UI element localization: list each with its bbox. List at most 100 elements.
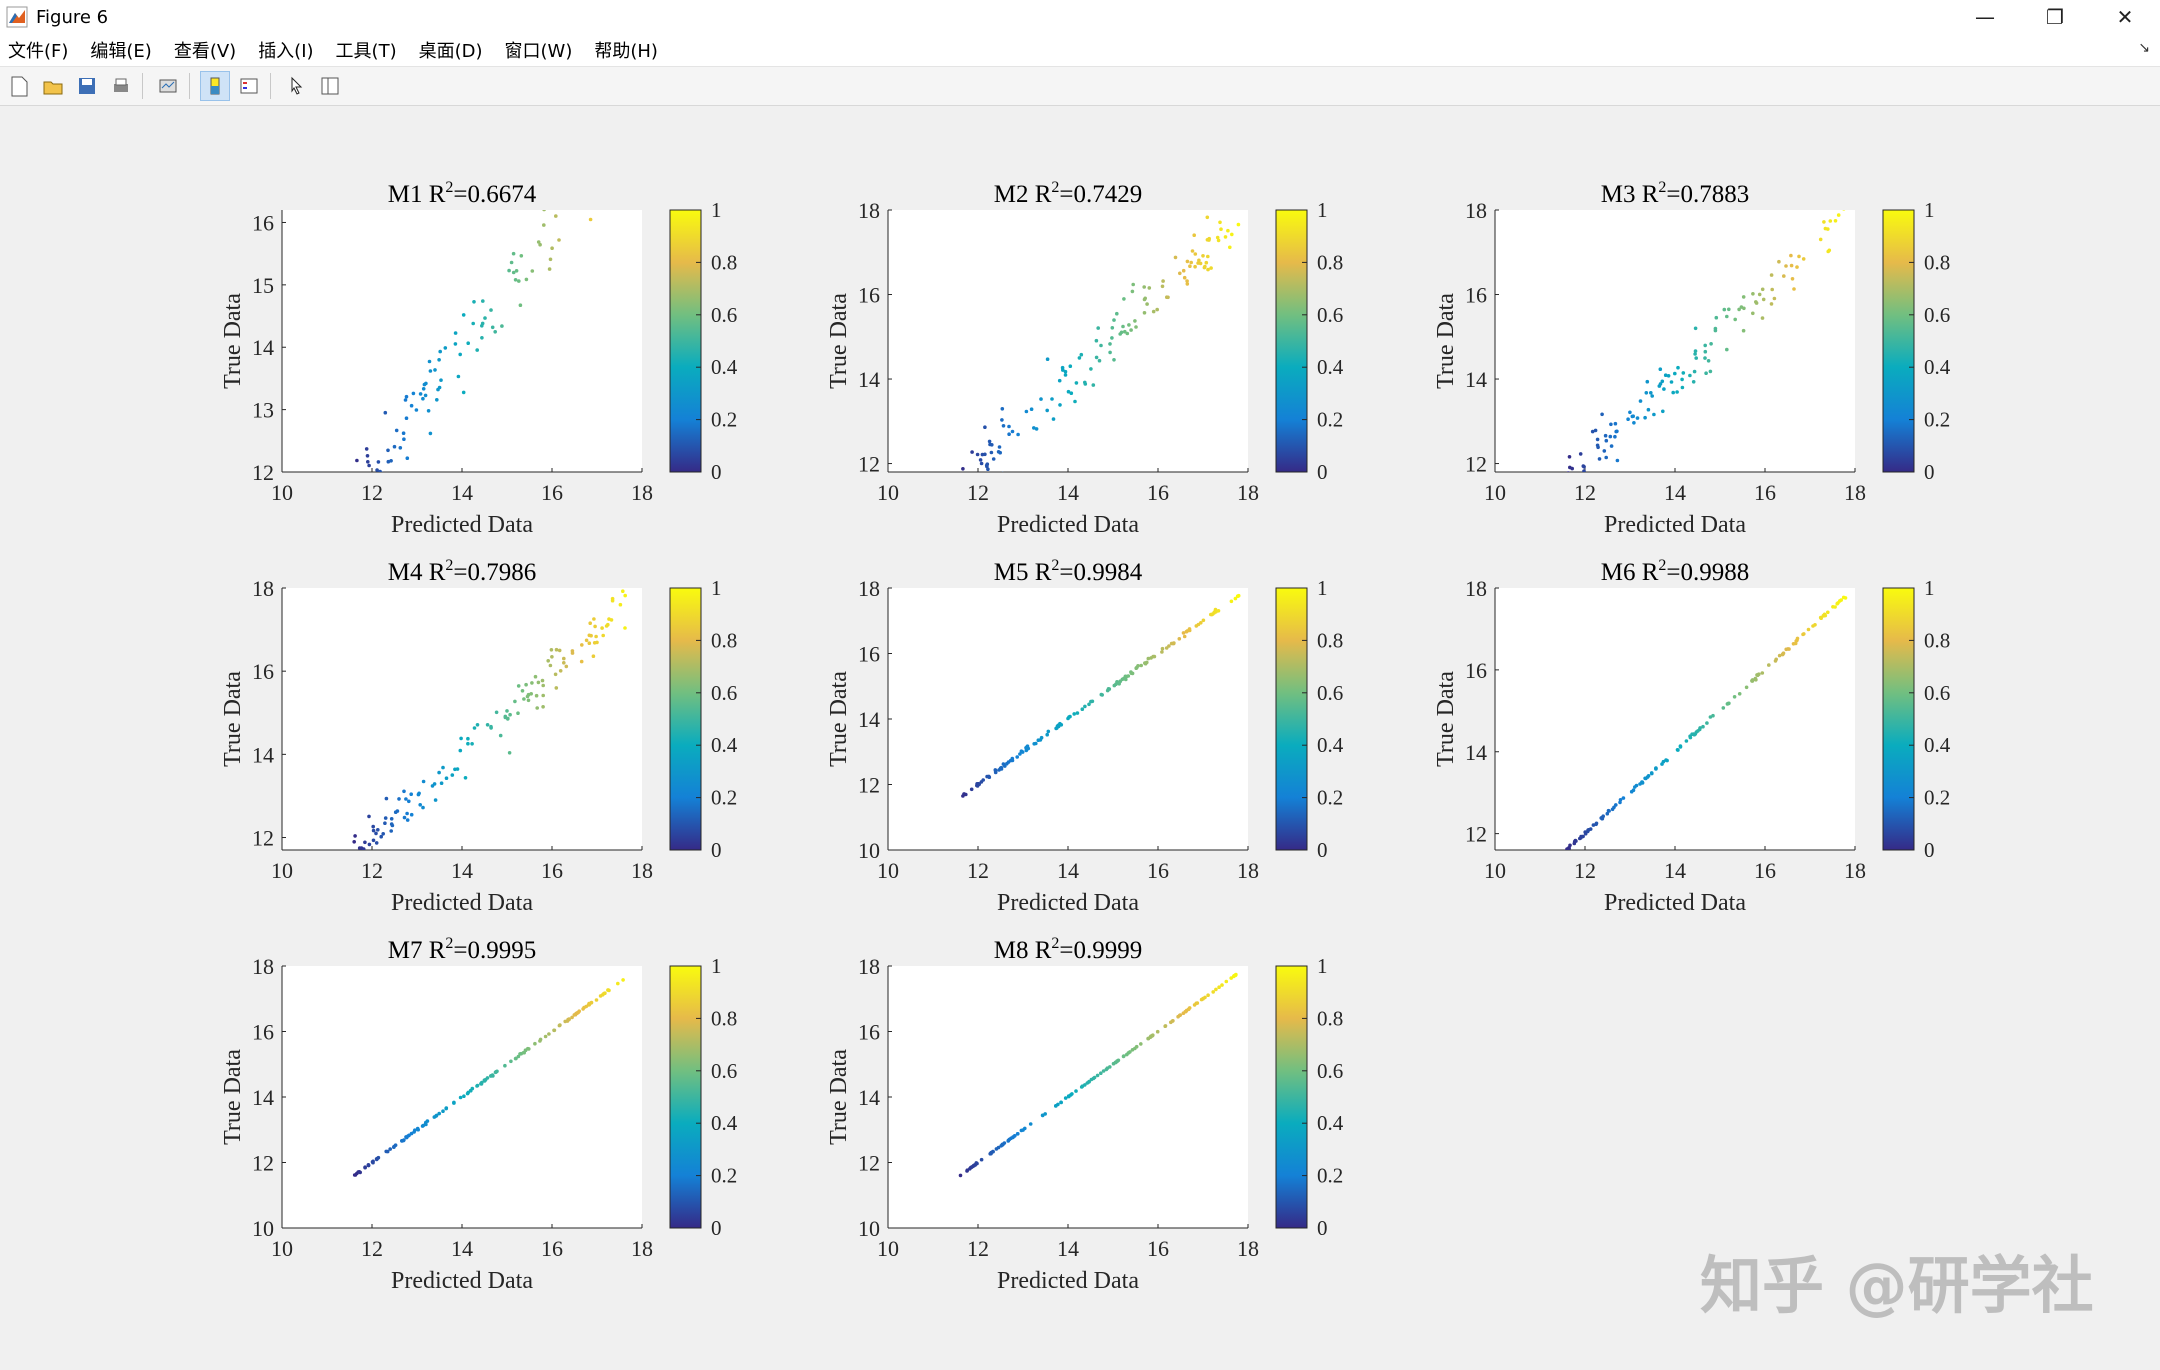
data-point	[1216, 238, 1221, 243]
close-button[interactable]: ✕	[2116, 5, 2134, 29]
data-point	[1112, 318, 1116, 322]
data-point	[427, 359, 432, 364]
data-point	[1172, 641, 1176, 645]
data-point	[425, 1119, 430, 1123]
data-point	[1698, 726, 1702, 730]
data-point	[466, 741, 470, 746]
data-point	[1813, 623, 1817, 627]
title-superscript: 2	[1051, 179, 1059, 196]
data-point	[1572, 474, 1576, 478]
open-file-button[interactable]	[38, 71, 68, 101]
data-point	[437, 358, 441, 362]
data-point	[1110, 326, 1115, 330]
plot-title: M4 R2=0.7986	[388, 557, 537, 586]
data-point	[623, 593, 627, 598]
edit-plot-pointer-button[interactable]	[281, 71, 311, 101]
data-point	[1795, 265, 1799, 269]
data-point	[1039, 397, 1043, 401]
data-point	[1050, 397, 1054, 401]
x-tick-label: 16	[1754, 480, 1776, 505]
data-point	[617, 128, 621, 132]
y-tick-label: 12	[252, 826, 274, 851]
print-button[interactable]	[106, 71, 136, 101]
data-point	[401, 431, 406, 436]
menu-tools[interactable]: 工具(T)	[335, 41, 397, 62]
property-inspector-button[interactable]	[315, 71, 345, 101]
save-icon	[79, 78, 95, 94]
data-point	[573, 1012, 578, 1017]
data-point	[1777, 259, 1781, 264]
menu-file[interactable]: 文件(F)	[8, 41, 69, 62]
data-point	[1001, 424, 1006, 428]
data-point	[1206, 254, 1210, 259]
data-point	[1129, 328, 1133, 332]
colorbar-toggle-button[interactable]	[200, 71, 230, 101]
data-point	[1075, 711, 1080, 715]
y-axis-label: True Data	[826, 1049, 852, 1145]
data-point	[353, 834, 357, 838]
link-plot-button[interactable]	[153, 71, 183, 101]
data-point	[1769, 302, 1774, 306]
legend-toggle-button[interactable]	[234, 71, 264, 101]
menu-edit[interactable]: 编辑(E)	[90, 41, 152, 62]
minimize-button[interactable]: —	[1975, 5, 1995, 29]
data-point	[1115, 311, 1119, 316]
data-point	[1708, 715, 1713, 719]
data-point	[1233, 973, 1238, 978]
data-point	[547, 267, 552, 271]
colorbar	[669, 209, 702, 473]
data-point	[500, 324, 504, 328]
data-point	[1131, 282, 1135, 287]
data-point	[1703, 349, 1708, 354]
menu-view[interactable]: 查看(V)	[173, 41, 237, 62]
data-point	[978, 458, 983, 462]
data-point	[1599, 816, 1604, 820]
data-point	[1080, 707, 1085, 711]
data-point	[1842, 210, 1846, 211]
y-tick-label: 14	[1465, 367, 1487, 392]
data-point	[617, 136, 621, 140]
data-point	[1233, 596, 1238, 601]
data-point	[365, 454, 370, 458]
data-point	[1229, 976, 1233, 980]
data-point	[997, 445, 1002, 449]
x-axis-label: Predicted Data	[997, 1268, 1139, 1294]
data-point	[398, 446, 403, 450]
menu-desktop[interactable]: 桌面(D)	[418, 41, 483, 62]
data-point	[542, 223, 546, 227]
new-figure-button[interactable]	[4, 71, 34, 101]
dock-arrow-icon[interactable]: ↘	[2138, 40, 2150, 56]
data-point	[389, 817, 394, 821]
menu-insert[interactable]: 插入(I)	[258, 41, 314, 62]
data-point	[1181, 268, 1186, 273]
data-point	[414, 408, 419, 412]
data-point	[538, 1037, 543, 1042]
data-point	[371, 824, 376, 829]
colorbar-tick-label: 1	[711, 198, 722, 222]
save-button[interactable]	[72, 71, 102, 101]
data-point	[983, 425, 987, 430]
data-point	[1801, 257, 1806, 261]
data-point	[1219, 227, 1223, 231]
data-point	[466, 341, 471, 345]
data-point	[444, 1106, 449, 1110]
maximize-button[interactable]: ❐	[2046, 5, 2064, 29]
data-point	[1218, 220, 1222, 225]
title-r2-value: =0.7883	[1666, 181, 1749, 208]
menu-window[interactable]: 窗口(W)	[504, 41, 573, 62]
menu-help[interactable]: 帮助(H)	[594, 41, 658, 62]
data-point	[485, 723, 490, 727]
data-point	[480, 324, 484, 328]
x-tick-label: 14	[451, 858, 473, 883]
colorbar-tick-label: 0	[711, 460, 722, 484]
y-tick-label: 16	[252, 210, 274, 235]
colorbar-tick-label: 0.4	[711, 733, 738, 757]
x-axis-label: Predicted Data	[997, 512, 1139, 538]
y-tick-label: 12	[252, 460, 274, 485]
data-point	[1822, 614, 1826, 618]
menu-bar: 文件(F) 编辑(E) 查看(V) 插入(I) 工具(T) 桌面(D) 窗口(W…	[0, 34, 2160, 67]
data-point	[433, 798, 438, 802]
data-point	[1201, 254, 1205, 258]
